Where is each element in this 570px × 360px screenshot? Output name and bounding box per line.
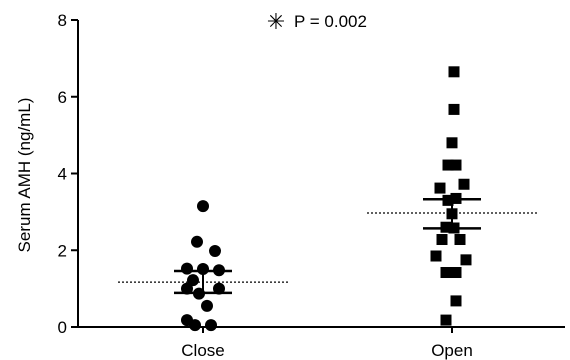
data-point [440,221,452,233]
p-value-label: P = 0.002 [294,12,367,31]
summary-lines [118,197,537,295]
significance-asterisk: ✳ [267,9,285,34]
data-point [209,245,221,258]
y-tick-label: 4 [58,165,67,184]
data-point [448,103,460,115]
data-point [448,66,460,78]
data-point [458,178,470,190]
y-tick-label: 0 [58,318,67,337]
data-point [442,159,454,171]
data-point [440,314,452,326]
data-point [446,137,458,149]
data-point [181,282,193,295]
data-point [181,262,193,275]
y-tick-label: 2 [58,241,67,260]
data-point [201,299,213,312]
data-point [450,159,462,171]
y-axis-label: Serum AMH (ng/mL) [15,98,34,253]
data-point [213,282,225,295]
data-point [450,192,462,204]
data-point [450,295,462,307]
data-point [187,274,199,287]
data-point [434,182,446,194]
data-point [454,234,466,246]
data-point [440,267,452,279]
y-axis-ticks: 0 2 4 6 8 [58,11,78,337]
data-point [442,194,454,206]
data-point [460,254,472,266]
x-tick-label: Open [431,341,473,360]
data-point [430,250,442,262]
data-point [205,319,217,332]
data-point [450,267,462,279]
x-axis-ticks: Close Open [181,327,473,360]
data-point [446,208,458,220]
data-point [197,263,209,276]
data-point [448,222,460,234]
data-point [189,319,201,332]
data-point [213,264,225,277]
significance-annotation: ✳ P = 0.002 [267,9,367,34]
y-tick-label: 6 [58,88,67,107]
data-point [436,234,448,246]
data-point [193,287,205,300]
axes [77,20,565,328]
data-point [197,200,209,213]
data-points [181,66,472,332]
x-tick-label: Close [181,341,224,360]
y-tick-label: 8 [58,11,67,30]
data-point [191,235,203,248]
